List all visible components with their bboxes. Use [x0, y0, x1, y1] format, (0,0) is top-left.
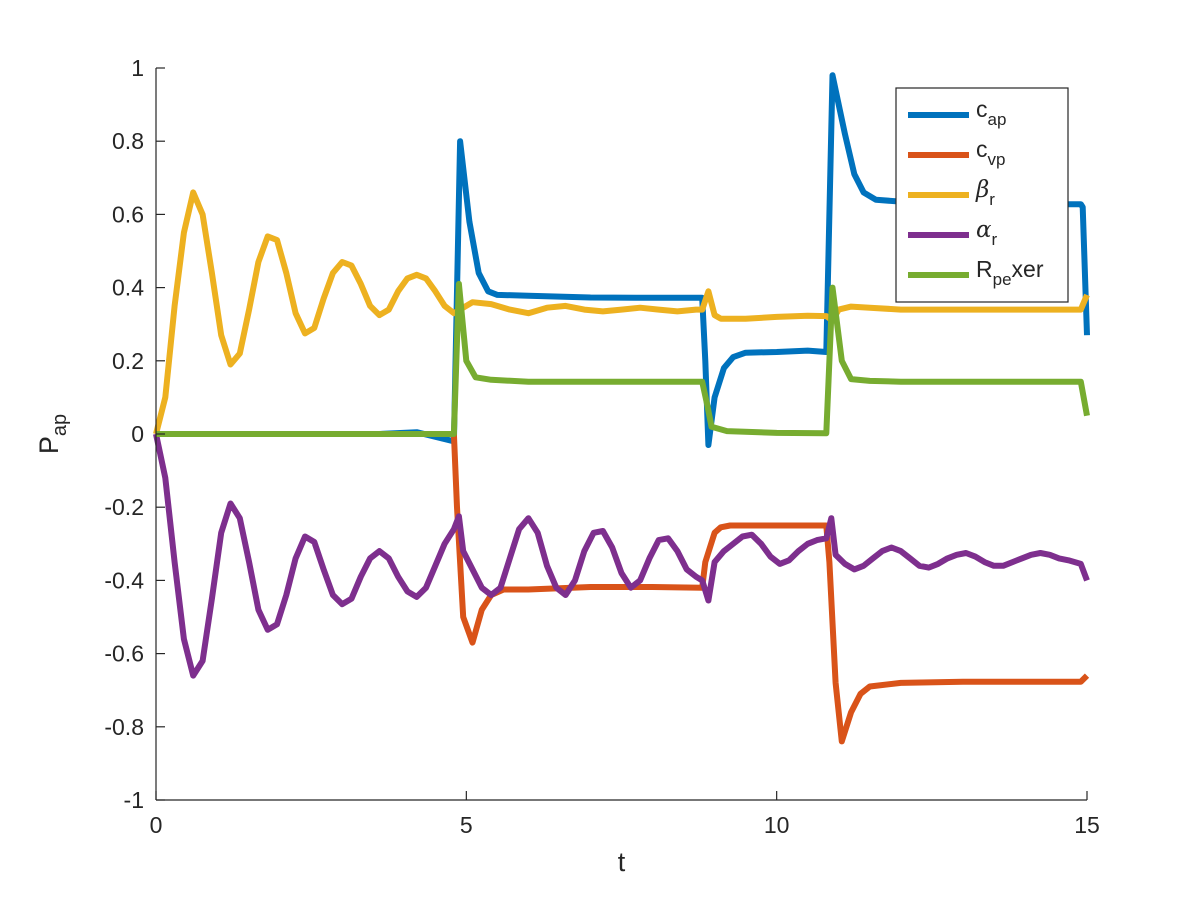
legend-entry-main: β [975, 177, 989, 203]
legend-entry-main: R [976, 256, 993, 282]
series-line-3 [153, 189, 1090, 435]
y-tick-label: -1 [124, 787, 144, 813]
series-line-2 [156, 431, 1090, 745]
legend-entry-suffix: xer [1012, 256, 1044, 282]
x-axis-label: t [618, 847, 626, 877]
legend-entry-1: cap [976, 96, 1006, 129]
legend-entry-sub: vp [988, 150, 1006, 169]
x-tick-label: 5 [460, 812, 473, 838]
y-tick-label: 1 [131, 55, 144, 81]
legend-entry-main: c [976, 136, 988, 162]
y-tick-label: -0.6 [104, 641, 144, 667]
legend-entry-main: α [976, 217, 992, 243]
series-line-4 [153, 433, 1090, 679]
y-axis-label-sub: ap [49, 414, 71, 436]
legend-entry-main: c [976, 96, 988, 122]
axes-layer [155, 67, 1088, 801]
tick-labels: 0 5 10 15 1 0.8 0.6 0.4 0.2 0 -0.2 -0.4 -0.6 -0.8 -1 [104, 55, 1099, 838]
series-layer [153, 72, 1090, 745]
legend-entry-sub: r [989, 190, 995, 209]
y-tick-label: -0.8 [104, 714, 144, 740]
y-tick-label: 0.2 [112, 348, 144, 374]
y-tick-label: 0.8 [112, 128, 144, 154]
legend-entry-sub: r [992, 230, 998, 249]
legend-entry-sub: pe [993, 270, 1012, 289]
y-tick-label: 0 [131, 421, 144, 447]
legend-entry-5: Rpexer [976, 256, 1044, 289]
y-tick-label: 0.4 [112, 275, 144, 301]
y-tick-label: -0.2 [104, 494, 144, 520]
x-tick-label: 15 [1074, 812, 1100, 838]
legend-entry-sub: ap [988, 110, 1007, 129]
legend-entry-3: βr [975, 177, 995, 209]
y-axis-label: Pap [34, 414, 71, 454]
x-tick-label: 10 [764, 812, 790, 838]
y-tick-label: -0.4 [104, 567, 144, 593]
y-axis-label-main: P [34, 436, 64, 454]
x-tick-label: 0 [150, 812, 163, 838]
series-line-5 [156, 280, 1090, 437]
legend-entry-2: cvp [976, 136, 1005, 169]
y-tick-label: 0.6 [112, 201, 144, 227]
legend-entry-4: αr [976, 217, 998, 249]
